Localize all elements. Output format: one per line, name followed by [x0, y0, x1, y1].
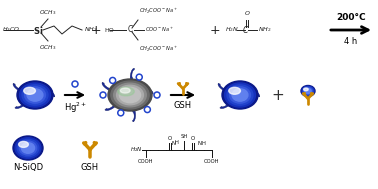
- Text: $C$: $C$: [242, 24, 249, 35]
- Ellipse shape: [229, 87, 251, 103]
- Ellipse shape: [114, 83, 146, 107]
- Ellipse shape: [17, 139, 39, 157]
- Ellipse shape: [302, 86, 314, 96]
- Ellipse shape: [19, 141, 37, 155]
- Polygon shape: [105, 100, 119, 111]
- Text: N: N: [197, 141, 201, 146]
- Ellipse shape: [111, 81, 149, 109]
- Ellipse shape: [118, 87, 134, 96]
- Ellipse shape: [22, 85, 48, 105]
- Text: 200°C: 200°C: [336, 13, 366, 22]
- Ellipse shape: [17, 81, 53, 109]
- Polygon shape: [15, 98, 29, 108]
- Text: H: H: [201, 141, 205, 146]
- Text: $CH_2COO^-Na^+$: $CH_2COO^-Na^+$: [139, 6, 178, 16]
- Polygon shape: [130, 68, 134, 82]
- Polygon shape: [246, 88, 260, 97]
- Text: $H_2N$: $H_2N$: [130, 146, 143, 154]
- Ellipse shape: [116, 85, 143, 105]
- Text: Hg$^{2+}$: Hg$^{2+}$: [64, 101, 87, 115]
- Ellipse shape: [232, 89, 248, 101]
- Text: +: +: [210, 23, 220, 36]
- Text: COOH: COOH: [138, 159, 154, 164]
- Ellipse shape: [305, 89, 311, 93]
- Text: $NH_2$: $NH_2$: [258, 26, 272, 34]
- Ellipse shape: [227, 85, 253, 105]
- Ellipse shape: [13, 136, 43, 160]
- Ellipse shape: [24, 87, 36, 94]
- Text: 4 h: 4 h: [344, 37, 358, 46]
- Polygon shape: [220, 98, 234, 108]
- Text: $NH_2$: $NH_2$: [84, 25, 98, 34]
- Text: O: O: [191, 136, 195, 141]
- Ellipse shape: [119, 87, 141, 103]
- Ellipse shape: [22, 143, 35, 153]
- Text: O: O: [168, 136, 172, 141]
- Ellipse shape: [19, 141, 28, 147]
- Text: $O$: $O$: [244, 9, 250, 17]
- Text: $COO^-Na^+$: $COO^-Na^+$: [145, 26, 174, 34]
- Text: GSH: GSH: [174, 101, 192, 110]
- Text: +: +: [272, 88, 284, 102]
- Text: HO: HO: [104, 28, 114, 33]
- Text: $\mathregular{Si}$: $\mathregular{Si}$: [33, 25, 43, 36]
- Text: GSH: GSH: [81, 163, 99, 172]
- Ellipse shape: [120, 88, 130, 93]
- Ellipse shape: [304, 88, 312, 94]
- Text: $OCH_3$: $OCH_3$: [39, 8, 57, 17]
- Ellipse shape: [108, 79, 152, 111]
- Ellipse shape: [229, 87, 240, 94]
- Text: N-SiQD: N-SiQD: [13, 163, 43, 172]
- Text: $H_3CO$: $H_3CO$: [2, 25, 21, 34]
- Text: COOH: COOH: [204, 159, 220, 164]
- Polygon shape: [139, 85, 153, 94]
- Ellipse shape: [27, 89, 43, 101]
- Text: N: N: [172, 141, 176, 146]
- Text: C: C: [127, 26, 133, 35]
- Polygon shape: [218, 84, 234, 93]
- Ellipse shape: [25, 87, 45, 103]
- Polygon shape: [13, 84, 29, 93]
- Ellipse shape: [303, 87, 313, 95]
- Ellipse shape: [222, 81, 258, 109]
- Text: SH: SH: [180, 134, 187, 139]
- Polygon shape: [133, 108, 136, 122]
- Polygon shape: [102, 83, 118, 92]
- Ellipse shape: [15, 138, 41, 158]
- Ellipse shape: [225, 83, 256, 107]
- Text: $OCH_3$: $OCH_3$: [39, 43, 57, 52]
- Ellipse shape: [20, 83, 51, 107]
- Text: $H_2N$: $H_2N$: [225, 26, 239, 34]
- Ellipse shape: [301, 85, 315, 97]
- Text: H: H: [174, 140, 178, 145]
- Text: $CH_2COO^-Na^+$: $CH_2COO^-Na^+$: [139, 44, 178, 54]
- Ellipse shape: [304, 88, 308, 91]
- Polygon shape: [41, 88, 55, 97]
- Text: +: +: [91, 23, 101, 36]
